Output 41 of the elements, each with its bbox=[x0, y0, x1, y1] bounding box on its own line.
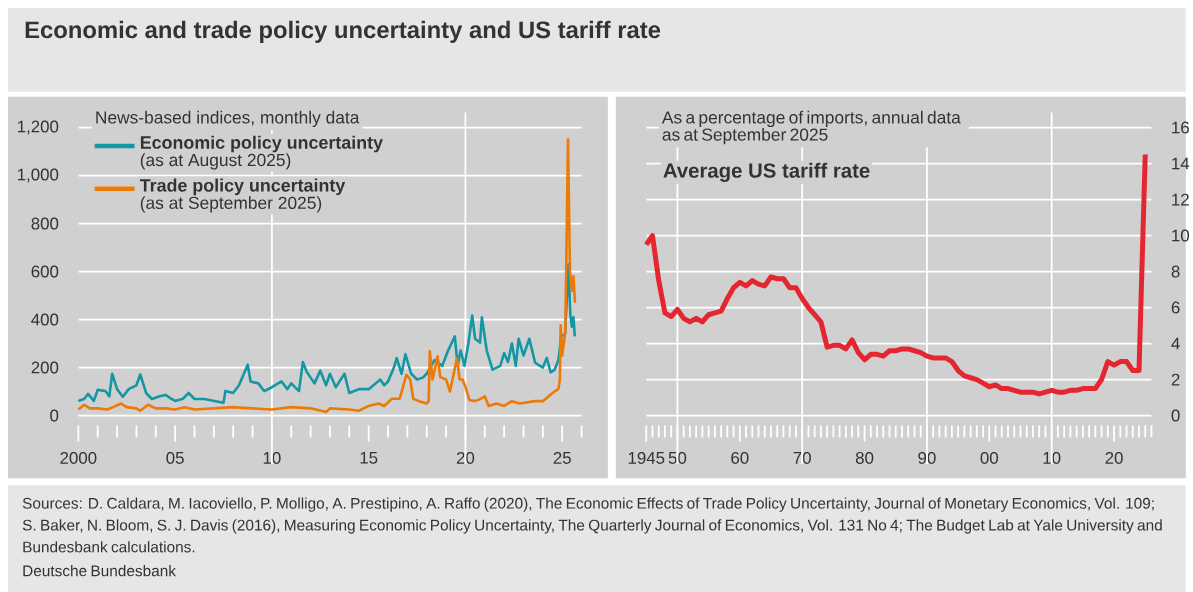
text: Average US tariff rate bbox=[663, 162, 870, 182]
y-tick-label: 1,000 bbox=[17, 168, 59, 183]
y2-tick-label: 12 bbox=[1172, 193, 1189, 206]
x-tick-label: 70 bbox=[793, 451, 811, 464]
y-tick-label: 1,200 bbox=[17, 120, 59, 135]
y2-tick-label: 2 bbox=[1171, 373, 1180, 386]
text: Deutsche Bundesbank bbox=[23, 565, 176, 577]
x-tick-label: 2000 bbox=[60, 451, 97, 464]
legend-label: Economic policy uncertainty bbox=[140, 135, 383, 153]
x-tick-label: 15 bbox=[360, 451, 378, 464]
y-tick-label: 800 bbox=[31, 217, 59, 230]
x-tick-label: 25 bbox=[553, 451, 571, 464]
y2-tick-label: 4 bbox=[1171, 337, 1180, 350]
y-tick-label: 400 bbox=[31, 313, 59, 326]
annotation: (as at September 2025) bbox=[140, 196, 322, 213]
y2-tick-label: 6 bbox=[1171, 301, 1180, 314]
y-tick-label: 0 bbox=[50, 409, 59, 422]
y2-tick-label: 0 bbox=[1171, 409, 1180, 422]
y2-tick-label: 10 bbox=[1172, 229, 1190, 242]
legend-label: Trade policy uncertainty bbox=[139, 178, 346, 196]
x-tick-label: 20 bbox=[456, 451, 475, 464]
x-tick-label: 00 bbox=[980, 451, 999, 464]
x-tick-label: 10 bbox=[1043, 451, 1061, 464]
y2-tick-label: 14 bbox=[1172, 157, 1190, 170]
y2-tick-label: 16 bbox=[1172, 121, 1189, 134]
chart-subtitle: News-based indices, monthly data bbox=[96, 110, 360, 128]
y-tick-label: 200 bbox=[31, 361, 59, 374]
x-tick-label: 50 bbox=[668, 451, 687, 464]
x-tick-label: 20 bbox=[1105, 451, 1123, 464]
x-tick-label: 80 bbox=[855, 451, 874, 464]
x-tick-label: 1945 bbox=[628, 451, 665, 464]
x-tick-label: 90 bbox=[918, 451, 936, 464]
y-tick-label: 600 bbox=[31, 265, 59, 278]
chart-title: Economic and trade policy uncertainty and US tariff rate bbox=[25, 20, 661, 44]
x-tick-label: 05 bbox=[166, 451, 184, 464]
x-tick-label: 60 bbox=[731, 451, 749, 464]
annotation: (as at August 2025) bbox=[140, 153, 291, 170]
x-tick-label: 10 bbox=[263, 451, 281, 464]
y2-tick-label: 8 bbox=[1171, 265, 1180, 278]
source-note: Sources: D. Caldara, M. Iacoviello, P. Molligo, A. Prestipino, A. Raffo (2020), The Economic Effects of Trade Policy Uncertainty, Journal of Monetary Economics, Vol. 109; S. Baker, N. Bloom, S. J. Davis (2016), Measuring Economic Policy Uncertainty, The Quarterly Journal of Economics, Vol. 131 No 4; The Budget Lab at Yale University and Bundesbank calculations. bbox=[22, 497, 1162, 553]
chart-subtitle: As a percentage of imports, annual data as at September 2025 bbox=[661, 110, 961, 145]
